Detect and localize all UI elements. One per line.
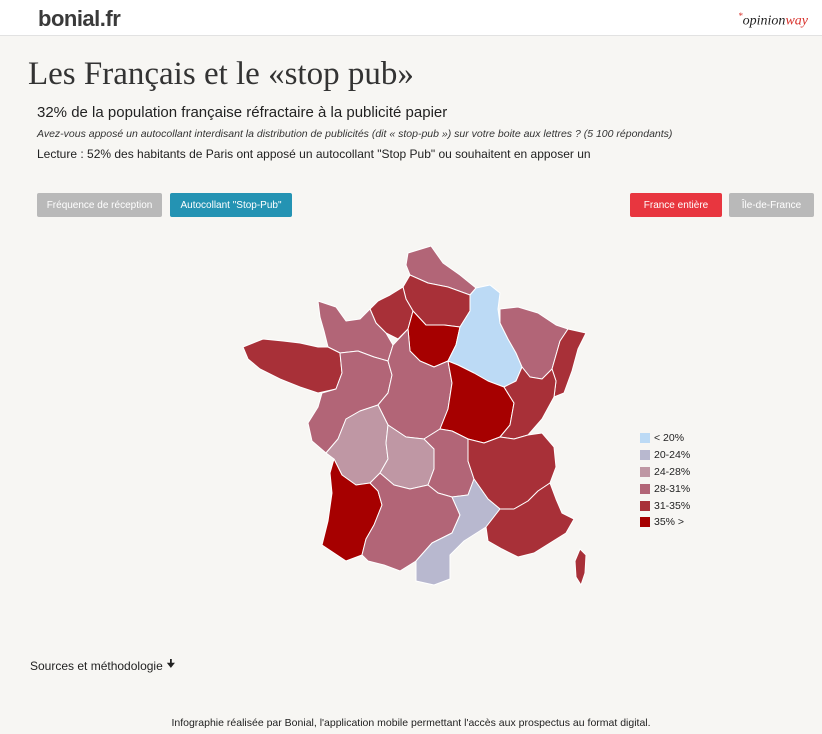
- region-corse[interactable]: [574, 548, 587, 586]
- legend-label: 35% >: [654, 516, 685, 529]
- region-bretagne[interactable]: [242, 338, 343, 394]
- legend-swatch: [640, 500, 650, 511]
- legend-item: 28-31%: [640, 480, 690, 497]
- sources-label: Sources et méthodologie: [30, 658, 163, 673]
- france-button[interactable]: France entière: [630, 193, 722, 217]
- arrow-down-icon: 🠋: [166, 659, 176, 670]
- page-subtitle: 32% de la population française réfractai…: [37, 104, 448, 121]
- legend-swatch: [640, 517, 650, 528]
- opinionway-suffix: way: [785, 13, 808, 29]
- legend-label: 20-24%: [654, 449, 691, 462]
- legend-swatch: [640, 450, 650, 461]
- legend-label: < 20%: [654, 432, 685, 445]
- sources-toggle[interactable]: Sources et méthodologie 🠋: [30, 657, 175, 674]
- legend-item: 24-28%: [640, 464, 690, 481]
- legend-item: 20-24%: [640, 447, 690, 464]
- page-title: Les Français et le «stop pub»: [28, 56, 414, 92]
- legend-label: 24-28%: [654, 465, 691, 478]
- legend-label: 28-31%: [654, 482, 691, 495]
- legend-swatch: [640, 466, 650, 477]
- legend-label: 31-35%: [654, 499, 691, 512]
- bonial-logo[interactable]: bonial.fr: [38, 6, 121, 31]
- france-map: [242, 245, 587, 586]
- region-franche-comte[interactable]: [499, 366, 557, 440]
- opinionway-logo[interactable]: *opinionway: [738, 11, 808, 30]
- legend-item: 35% >: [640, 514, 690, 531]
- region-provence-alpes-cote-d-azur[interactable]: [485, 482, 575, 558]
- legend-swatch: [640, 433, 650, 444]
- opinionway-mark: *: [738, 11, 743, 21]
- survey-question: Avez-vous apposé un autocollant interdis…: [37, 128, 673, 140]
- stop-pub-button[interactable]: Autocollant "Stop-Pub": [170, 193, 292, 217]
- reading-note: Lecture : 52% des habitants de Paris ont…: [37, 147, 591, 161]
- footer-note: Infographie réalisée par Bonial, l'appli…: [171, 717, 651, 729]
- top-bar: bonial.fr *opinionway: [0, 0, 822, 36]
- region-languedoc-roussillon[interactable]: [415, 478, 501, 586]
- legend-item: 31-35%: [640, 497, 690, 514]
- ile-de-france-button[interactable]: Île-de-France: [729, 193, 814, 217]
- frequence-button[interactable]: Fréquence de réception: [37, 193, 162, 217]
- map-legend: < 20% 20-24% 24-28% 28-31% 31-35% 35% >: [640, 430, 690, 531]
- opinionway-prefix: opinion: [742, 13, 786, 29]
- legend-swatch: [640, 483, 650, 494]
- legend-item: < 20%: [640, 430, 690, 447]
